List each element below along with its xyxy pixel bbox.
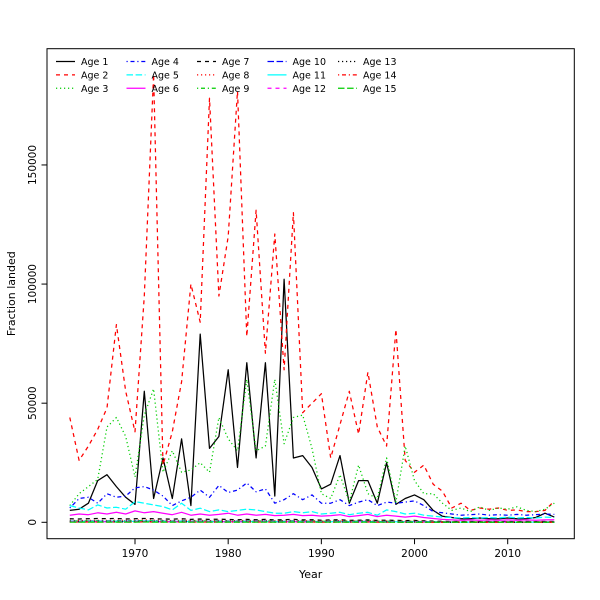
legend-label-age-7: Age 7 — [222, 57, 249, 68]
legend-label-age-6: Age 6 — [152, 84, 179, 95]
legend-label-age-5: Age 5 — [152, 70, 179, 81]
y-axis-tick-label: 0 — [27, 519, 39, 526]
x-axis-tick-label: 1980 — [215, 548, 242, 560]
x-axis-tick-label: 1970 — [122, 548, 149, 560]
legend-label-age-13: Age 13 — [363, 57, 396, 68]
x-axis-title: Year — [298, 568, 323, 581]
x-axis-tick-label: 2000 — [401, 548, 428, 560]
y-axis-tick-label: 150000 — [27, 145, 39, 185]
legend-label-age-1: Age 1 — [81, 57, 108, 68]
series-line-age-2 — [69, 73, 555, 513]
legend-label-age-2: Age 2 — [81, 70, 108, 81]
y-axis-tick-label: 100000 — [27, 264, 39, 304]
series-line-age-3 — [69, 378, 555, 513]
y-axis-tick-label: 50000 — [27, 386, 39, 419]
x-axis-tick-label: 2010 — [494, 548, 521, 560]
legend-label-age-4: Age 4 — [152, 57, 179, 68]
legend-label-age-12: Age 12 — [293, 84, 326, 95]
plot-box — [46, 48, 575, 540]
legend-label-age-11: Age 11 — [293, 70, 326, 81]
legend-label-age-10: Age 10 — [293, 57, 326, 68]
legend-label-age-8: Age 8 — [222, 70, 249, 81]
legend-label-age-14: Age 14 — [363, 70, 396, 81]
legend-label-age-15: Age 15 — [363, 84, 396, 95]
x-axis-tick-label: 1990 — [308, 548, 335, 560]
legend-label-age-3: Age 3 — [81, 84, 108, 95]
series-line-age-4 — [69, 482, 555, 516]
legend-label-age-9: Age 9 — [222, 84, 249, 95]
series-line-age-5 — [69, 500, 555, 519]
series-line-age-6 — [69, 510, 555, 521]
series-line-age-1 — [69, 278, 555, 520]
y-axis-title: Fraction landed — [5, 251, 18, 336]
